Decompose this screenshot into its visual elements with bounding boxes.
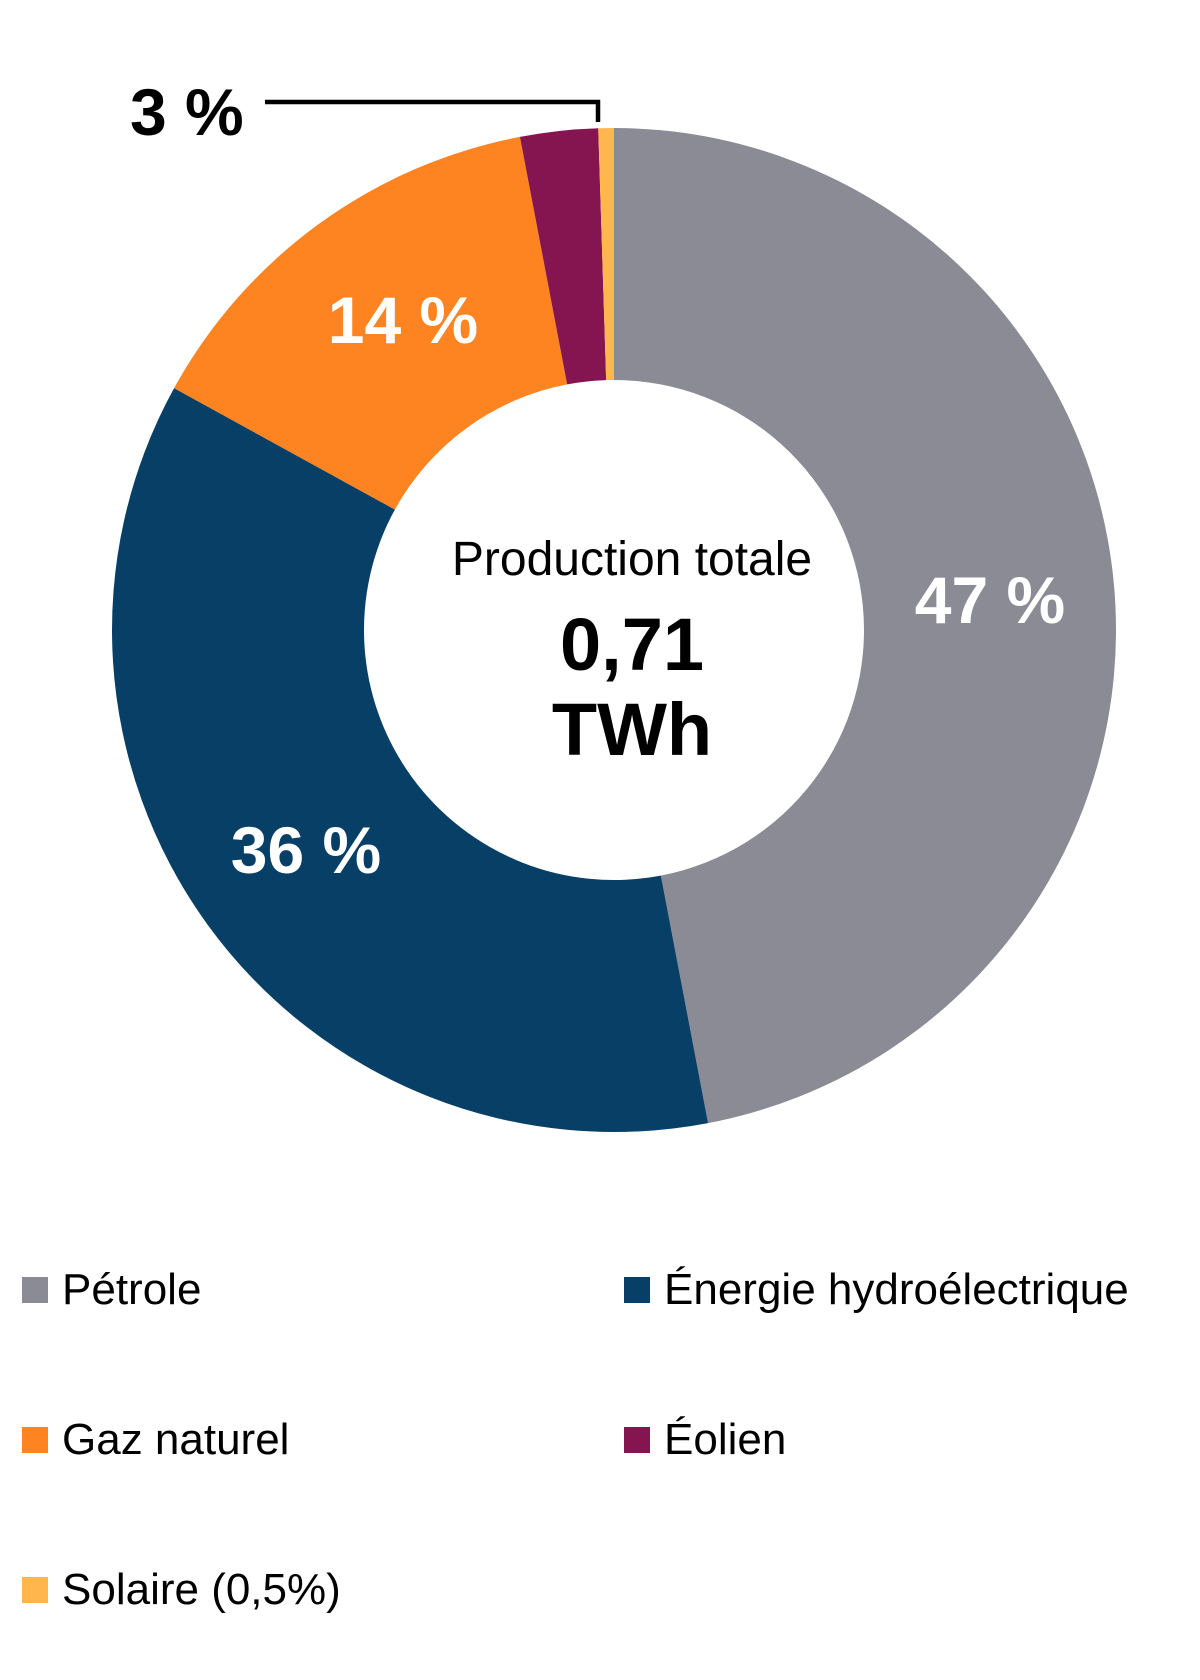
donut-chart: 3 % 47 % 36 % 14 % Production totale 0,7… bbox=[111, 75, 1116, 1132]
data-label-gaz: 14 % bbox=[328, 283, 478, 357]
center-label-value: 0,71 bbox=[560, 603, 704, 686]
legend-label-solaire: Solaire (0,5%) bbox=[62, 1565, 341, 1614]
legend-swatch-solaire bbox=[22, 1577, 48, 1603]
slice-eolien bbox=[519, 128, 607, 385]
chart-legend: Pétrole Énergie hydroélectrique Gaz natu… bbox=[0, 1240, 1200, 1660]
slice-gaz bbox=[174, 136, 568, 510]
legend-item-petrole: Pétrole bbox=[22, 1265, 201, 1315]
callout-label-eolien: 3 % bbox=[130, 75, 244, 149]
legend-swatch-eolien bbox=[624, 1427, 650, 1453]
data-label-hydro: 36 % bbox=[231, 813, 381, 887]
legend-swatch-gaz bbox=[22, 1427, 48, 1453]
data-label-petrole: 47 % bbox=[915, 563, 1065, 637]
legend-item-eolien: Éolien bbox=[624, 1415, 786, 1465]
legend-swatch-petrole bbox=[22, 1277, 48, 1303]
slice-solaire bbox=[598, 128, 614, 381]
callout-leader-line bbox=[265, 99, 601, 122]
center-label-title: Production totale bbox=[452, 533, 812, 586]
legend-item-gaz: Gaz naturel bbox=[22, 1415, 289, 1465]
legend-item-hydro: Énergie hydroélectrique bbox=[624, 1265, 1129, 1315]
center-label-unit: TWh bbox=[552, 688, 712, 771]
legend-label-gaz: Gaz naturel bbox=[62, 1415, 290, 1464]
slice-hydro bbox=[111, 388, 709, 1132]
legend-item-solaire: Solaire (0,5%) bbox=[22, 1565, 341, 1615]
legend-label-eolien: Éolien bbox=[664, 1415, 787, 1464]
legend-swatch-hydro bbox=[624, 1277, 650, 1303]
donut-slices bbox=[111, 128, 1116, 1132]
slice-petrole bbox=[614, 128, 1116, 1124]
legend-label-hydro: Énergie hydroélectrique bbox=[664, 1265, 1129, 1314]
legend-label-petrole: Pétrole bbox=[62, 1265, 202, 1314]
